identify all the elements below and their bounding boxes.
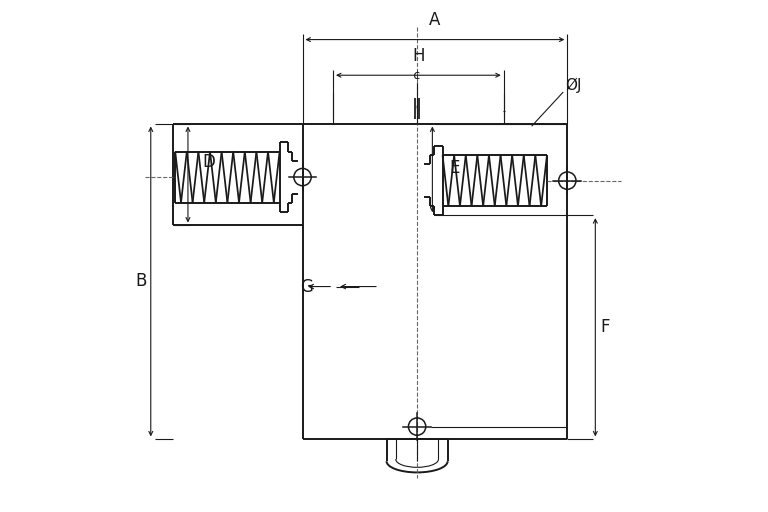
Text: F: F [601,318,611,336]
Text: B: B [135,272,146,290]
Text: ¢: ¢ [413,69,421,82]
Text: A: A [429,11,441,29]
Text: H: H [412,47,425,65]
Text: E: E [449,159,459,178]
Text: ØJ: ØJ [564,78,581,93]
Text: G: G [300,278,313,295]
Text: D: D [202,153,215,171]
